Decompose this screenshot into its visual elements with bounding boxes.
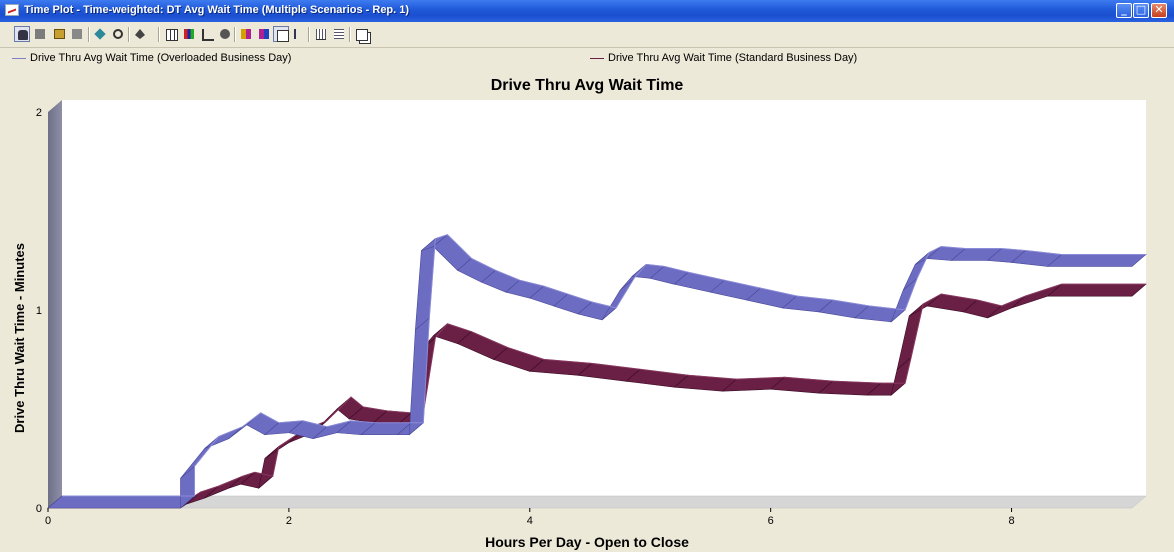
- x-tick-label: 0: [45, 515, 51, 527]
- legend-label-overloaded: Drive Thru Avg Wait Time (Overloaded Bus…: [30, 52, 292, 64]
- y-axis-label: Drive Thru Wait Time - Minutes: [12, 243, 27, 433]
- time-plot-chart: Drive Thru Avg Wait Time 0 2 4 6 8 0 1 2 Hours …: [12, 77, 1147, 550]
- chart-app-icon: [5, 4, 19, 16]
- chart-left-wall: [48, 100, 62, 508]
- tick-layer: 0 2 4 6 8 0 1 2: [36, 107, 1015, 527]
- chart-legend: Drive Thru Avg Wait Time (Overloaded Bus…: [0, 48, 1174, 68]
- legend-label-standard: Drive Thru Avg Wait Time (Standard Busin…: [608, 52, 858, 64]
- x-tick-label: 8: [1008, 515, 1014, 527]
- y-tick-label: 1: [36, 305, 42, 317]
- copy-icon[interactable]: [353, 26, 369, 42]
- toolbar: [0, 22, 1174, 48]
- series-top-edge: [62, 283, 1146, 497]
- series-ribbon-segment: [47, 495, 196, 509]
- zoom-icon[interactable]: [110, 26, 126, 42]
- chart-floor: [47, 495, 1147, 509]
- window-titlebar[interactable]: Time Plot - Time-weighted: DT Avg Wait T…: [0, 0, 1174, 22]
- legend-item-overloaded: Drive Thru Avg Wait Time (Overloaded Bus…: [12, 52, 291, 64]
- chart-title: Drive Thru Avg Wait Time: [491, 77, 684, 94]
- binoculars-icon[interactable]: [217, 26, 233, 42]
- open-icon[interactable]: [51, 26, 67, 42]
- list-icon[interactable]: [331, 26, 347, 42]
- series-layer: [47, 234, 1147, 509]
- legend-item-standard: Drive Thru Avg Wait Time (Standard Busin…: [590, 52, 857, 64]
- series-overloaded: [47, 234, 1147, 509]
- close-button[interactable]: ✕: [1151, 3, 1167, 18]
- palette-b-icon[interactable]: [256, 26, 272, 42]
- palette-a-icon[interactable]: [238, 26, 254, 42]
- legend-swatch-overloaded: [12, 57, 26, 59]
- y-tick-label: 2: [36, 107, 42, 119]
- window-title: Time Plot - Time-weighted: DT Avg Wait T…: [24, 4, 410, 16]
- diamond-icon[interactable]: [92, 26, 108, 42]
- x-tick-label: 2: [286, 515, 292, 527]
- step-icon[interactable]: [291, 26, 307, 42]
- grid-icon[interactable]: [163, 26, 179, 42]
- bars-icon[interactable]: [313, 26, 329, 42]
- properties-icon[interactable]: [273, 26, 289, 42]
- fill-icon[interactable]: [132, 26, 152, 42]
- stop-icon[interactable]: [32, 26, 48, 42]
- series-ribbon-segment: [1046, 283, 1147, 297]
- x-tick-label: 6: [768, 515, 774, 527]
- minimize-button[interactable]: _: [1116, 3, 1132, 18]
- maximize-button[interactable]: □: [1133, 3, 1149, 18]
- x-tick-label: 4: [527, 515, 533, 527]
- series-ribbon-segment: [1046, 254, 1147, 267]
- car-icon[interactable]: [14, 26, 30, 42]
- chart-color-icon[interactable]: [181, 26, 197, 42]
- y-tick-label: 0: [36, 503, 42, 515]
- gray-square-icon[interactable]: [69, 26, 85, 42]
- series-top-edge: [62, 234, 1146, 497]
- series-standard: [47, 283, 1147, 509]
- legend-swatch-standard: [590, 57, 604, 59]
- axis-icon[interactable]: [199, 26, 215, 42]
- x-axis-label: Hours Per Day - Open to Close: [485, 534, 689, 550]
